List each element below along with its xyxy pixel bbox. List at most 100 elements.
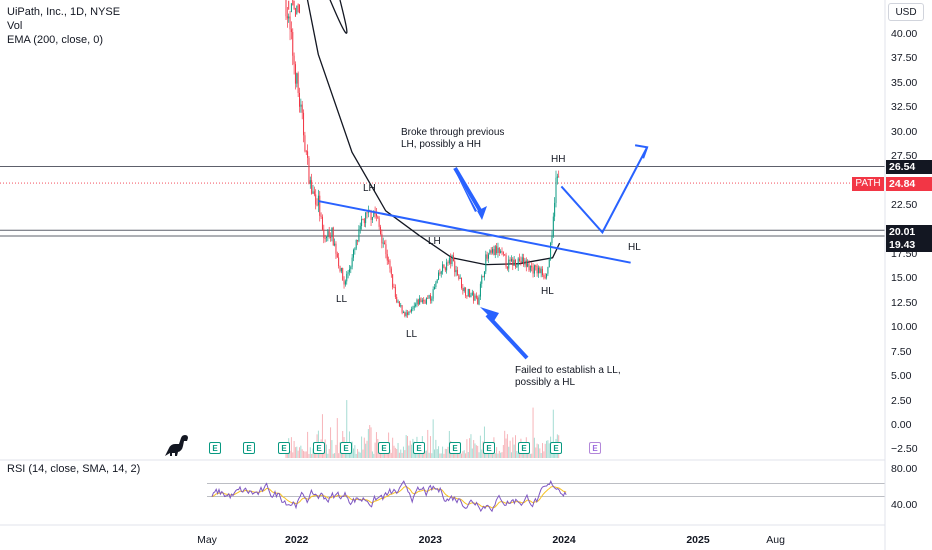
candle-body — [544, 277, 546, 279]
candle-body — [481, 276, 483, 284]
volume-bar — [498, 450, 500, 458]
volume-bar — [539, 448, 541, 458]
volume-legend[interactable]: Vol — [7, 20, 23, 32]
candle-body — [415, 304, 417, 306]
volume-bar — [378, 453, 380, 458]
candle-body — [436, 279, 438, 283]
volume-bar — [354, 445, 356, 458]
volume-bar — [542, 443, 543, 458]
volume-bar — [506, 434, 508, 458]
earnings-marker[interactable]: E — [278, 442, 290, 454]
earnings-marker[interactable]: E — [340, 442, 352, 454]
volume-bar — [425, 450, 427, 458]
volume-bar — [438, 446, 440, 458]
volume-bar — [401, 452, 403, 458]
candle-body — [290, 3, 292, 13]
earnings-marker[interactable]: E — [449, 442, 461, 454]
candle-body — [547, 267, 549, 274]
candle-body — [551, 235, 553, 243]
earnings-marker[interactable]: E — [483, 442, 495, 454]
candle-body — [427, 298, 429, 300]
candle-body — [288, 0, 290, 10]
volume-bar — [544, 443, 546, 458]
candle-body — [516, 266, 518, 268]
volume-bar — [323, 449, 325, 458]
candle-body — [438, 272, 440, 280]
earnings-marker-upcoming[interactable]: E — [589, 442, 601, 454]
earnings-marker[interactable]: E — [313, 442, 325, 454]
currency-button[interactable]: USD — [888, 3, 924, 21]
candle-body — [500, 251, 502, 253]
candle-body — [428, 295, 430, 299]
volume-bar — [473, 440, 475, 458]
candle-body — [351, 257, 353, 267]
candle-body — [309, 180, 311, 184]
earnings-marker[interactable]: E — [518, 442, 530, 454]
candle-body — [442, 264, 444, 272]
volume-bar — [290, 437, 292, 458]
candle-body — [362, 219, 364, 221]
volume-bar — [328, 449, 330, 458]
volume-bar — [456, 452, 458, 458]
volume-bar — [358, 451, 360, 458]
candle-body — [497, 247, 499, 254]
volume-bar — [509, 440, 511, 458]
swing-label-hh: HH — [551, 154, 566, 165]
candle-body — [347, 272, 349, 274]
candle-body — [326, 236, 327, 239]
candle-body — [413, 305, 415, 308]
candle-body — [501, 251, 503, 253]
volume-bar — [481, 449, 483, 458]
earnings-marker[interactable]: E — [550, 442, 562, 454]
volume-bar — [469, 438, 471, 458]
candle-body — [458, 275, 460, 279]
volume-bar — [424, 450, 426, 458]
candle-body — [504, 254, 506, 256]
candle-body — [431, 298, 433, 301]
volume-bar — [442, 446, 444, 458]
candle-body — [370, 211, 372, 220]
volume-bar — [500, 452, 502, 458]
volume-bar — [510, 452, 512, 458]
volume-bar — [439, 453, 441, 458]
candle-body — [301, 104, 303, 113]
candle-body — [529, 265, 531, 271]
volume-bar — [478, 452, 480, 458]
price-tick: 37.50 — [891, 52, 918, 65]
ema-line — [306, 0, 561, 266]
ema-legend[interactable]: EMA (200, close, 0) — [7, 34, 103, 46]
candle-body — [308, 157, 310, 184]
earnings-marker[interactable]: E — [413, 442, 425, 454]
candle-body — [444, 267, 446, 271]
candle-body — [429, 295, 431, 301]
price-tick: 7.50 — [891, 345, 912, 358]
volume-bar — [307, 431, 309, 458]
volume-bar — [535, 447, 537, 458]
volume-bar — [392, 437, 394, 458]
rsi-legend[interactable]: RSI (14, close, SMA, 14, 2) — [7, 463, 141, 475]
candle-body — [365, 212, 367, 224]
rsi-tick-40: 40.00 — [891, 499, 918, 511]
earnings-marker[interactable]: E — [243, 442, 255, 454]
candle-body — [489, 250, 491, 255]
candle-body — [316, 204, 318, 206]
candle-body — [459, 277, 461, 279]
candle-body — [471, 292, 473, 296]
candle-body — [539, 267, 541, 274]
price-tick: 2.50 — [891, 394, 912, 407]
earnings-marker[interactable]: E — [209, 442, 221, 454]
pointer-arrow-down — [453, 167, 487, 220]
volume-bar — [326, 444, 327, 458]
volume-bar — [477, 445, 479, 458]
candle-body — [290, 29, 292, 33]
earnings-marker[interactable]: E — [378, 442, 390, 454]
candle-body — [319, 195, 321, 216]
volume-bar — [494, 453, 496, 458]
volume-bar — [443, 453, 445, 458]
candle-body — [396, 296, 398, 303]
time-tick: 2024 — [552, 534, 576, 546]
candle-body — [515, 260, 516, 267]
candle-body — [315, 194, 317, 205]
volume-bar — [380, 451, 381, 458]
